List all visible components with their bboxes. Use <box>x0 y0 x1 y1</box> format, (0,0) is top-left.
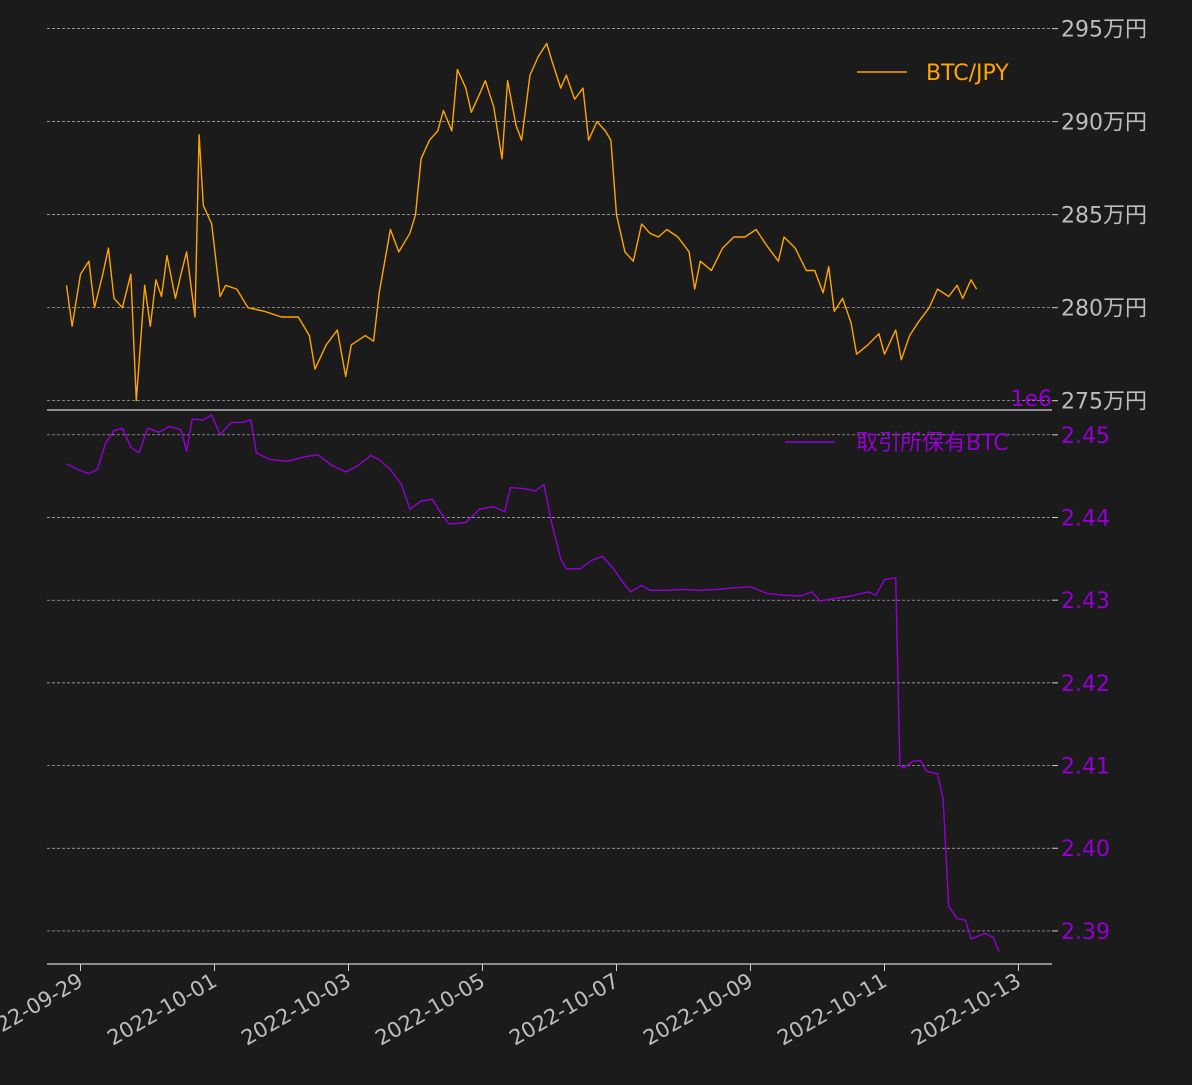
btc-jpy-line <box>65 42 978 402</box>
y-tick-label: 2.41 <box>1061 755 1110 780</box>
exchange-btc-legend: 取引所保有BTC <box>785 431 1009 456</box>
btc-jpy-grid <box>47 28 1052 402</box>
y-tick-label: 285万円 <box>1061 204 1147 229</box>
y-tick-label: 2.40 <box>1061 837 1110 862</box>
y-tick-label: 275万円 <box>1061 390 1147 415</box>
exchange-btc-panel: 2.39 2.40 2.41 2.42 2.43 2.44 2.45 1e6 取引所保有BT… <box>47 387 1110 952</box>
exchange-btc-legend-label: 取引所保有BTC <box>856 431 1009 456</box>
btc-jpy-legend: BTC/JPY <box>857 61 1009 86</box>
y-tick-label: 2.44 <box>1061 506 1110 531</box>
exchange-btc-y-ticks: 2.39 2.40 2.41 2.42 2.43 2.44 2.45 <box>1052 424 1110 945</box>
btc-jpy-panel: 275万円 280万円 285万円 290万円 295万円 BTC/JPY <box>47 18 1147 415</box>
y-tick-label: 295万円 <box>1061 18 1147 43</box>
y-tick-label: 280万円 <box>1061 297 1147 322</box>
y-tick-label: 2.42 <box>1061 672 1110 697</box>
exchange-btc-offset-label: 1e6 <box>1010 387 1052 412</box>
btc-jpy-y-ticks: 275万円 280万円 285万円 290万円 295万円 <box>1052 18 1147 415</box>
y-tick-label: 2.39 <box>1061 920 1110 945</box>
exchange-btc-line <box>66 414 1000 952</box>
y-tick-label: 2.43 <box>1061 589 1110 614</box>
y-tick-label: 2.45 <box>1061 424 1110 449</box>
btc-jpy-legend-label: BTC/JPY <box>926 61 1009 86</box>
exchange-btc-grid <box>47 434 1052 932</box>
y-tick-label: 290万円 <box>1061 111 1147 136</box>
